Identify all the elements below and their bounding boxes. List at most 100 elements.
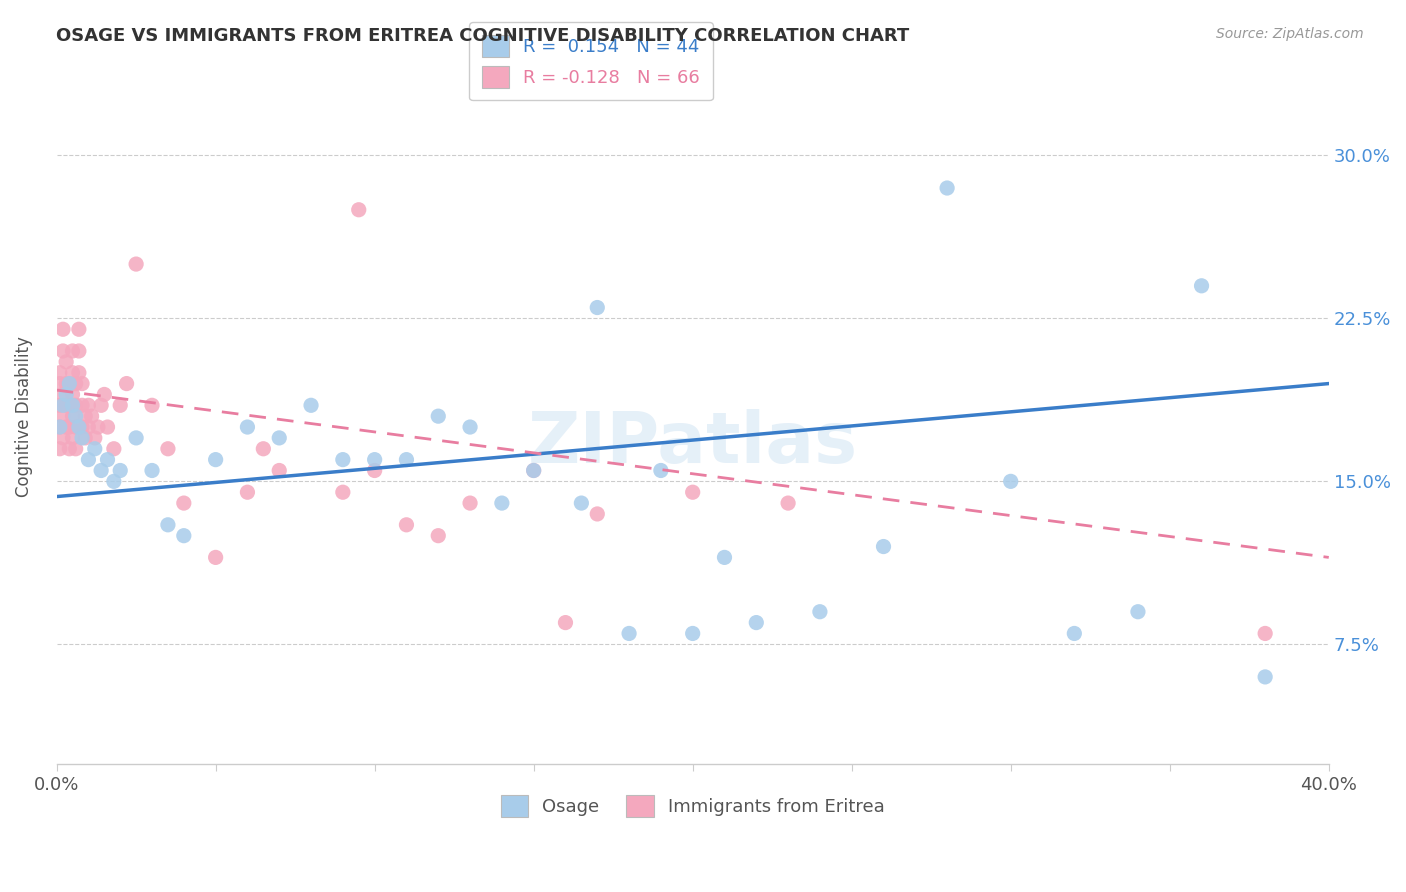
Point (745, 615, 768, 630)
Point (682, 485, 704, 500)
Point (80, 409, 103, 424)
Point (55, 355, 77, 369)
Point (332, 452, 354, 467)
Point (62, 366, 84, 380)
Point (1063, 626, 1085, 640)
Point (49, 420, 72, 434)
Text: OSAGE VS IMMIGRANTS FROM ERITREA COGNITIVE DISABILITY CORRELATION CHART: OSAGE VS IMMIGRANTS FROM ERITREA COGNITI… (56, 27, 910, 45)
Point (1000, 475, 1022, 489)
Point (62, 387, 84, 401)
Point (650, 463, 672, 477)
Point (70, 431, 93, 445)
Point (427, 529, 450, 543)
Point (49, 420, 72, 434)
Point (83, 442, 105, 456)
Point (96, 452, 118, 467)
Point (58, 376, 80, 391)
Point (236, 420, 259, 434)
Point (332, 485, 354, 500)
Point (62, 409, 84, 424)
Point (125, 431, 148, 445)
Point (62, 343, 84, 358)
Point (55, 376, 77, 391)
Point (49, 366, 72, 380)
Point (75, 431, 97, 445)
Point (52, 387, 75, 401)
Point (52, 398, 75, 412)
Point (83, 431, 105, 445)
Point (52, 431, 75, 445)
Point (67, 322, 90, 336)
Point (90, 398, 112, 412)
Point (395, 452, 418, 467)
Point (586, 507, 609, 521)
Point (65, 398, 87, 412)
Point (617, 626, 640, 640)
Point (58, 398, 80, 412)
Point (87, 420, 110, 434)
Point (75, 409, 97, 424)
Legend: Osage, Immigrants from Eritrea: Osage, Immigrants from Eritrea (494, 788, 891, 824)
Point (65, 409, 87, 424)
Point (554, 615, 576, 630)
Point (49, 398, 72, 412)
Point (491, 496, 513, 510)
Point (299, 398, 322, 412)
Point (236, 485, 259, 500)
Point (70, 420, 93, 434)
Point (1126, 605, 1149, 619)
Point (523, 463, 546, 477)
Point (682, 626, 704, 640)
Point (70, 398, 93, 412)
Y-axis label: Cognitive Disability: Cognitive Disability (15, 335, 32, 497)
Point (52, 343, 75, 358)
Point (67, 420, 90, 434)
Point (569, 496, 592, 510)
Point (204, 452, 226, 467)
Point (77, 398, 100, 412)
Point (52, 409, 75, 424)
Point (872, 540, 894, 554)
Point (65, 442, 87, 456)
Point (55, 398, 77, 412)
Point (778, 496, 800, 510)
Point (173, 496, 195, 510)
Point (62, 398, 84, 412)
Point (58, 376, 80, 391)
Point (141, 398, 163, 412)
Point (141, 463, 163, 477)
Point (808, 605, 831, 619)
Point (458, 496, 481, 510)
Point (156, 517, 179, 532)
Point (458, 420, 481, 434)
Point (52, 322, 75, 336)
Point (713, 550, 735, 565)
Point (77, 420, 100, 434)
Point (103, 475, 125, 489)
Point (96, 420, 118, 434)
Point (67, 343, 90, 358)
Point (49, 376, 72, 391)
Point (936, 181, 959, 195)
Point (363, 452, 385, 467)
Point (347, 202, 370, 217)
Text: Source: ZipAtlas.com: Source: ZipAtlas.com (1216, 27, 1364, 41)
Point (55, 387, 77, 401)
Point (1254, 626, 1277, 640)
Point (67, 366, 90, 380)
Point (523, 463, 546, 477)
Point (269, 431, 291, 445)
Point (65, 376, 87, 391)
Point (62, 431, 84, 445)
Point (395, 517, 418, 532)
Point (1254, 670, 1277, 684)
Point (173, 529, 195, 543)
Point (115, 376, 138, 391)
Point (586, 301, 609, 315)
Point (204, 550, 226, 565)
Point (269, 463, 291, 477)
Point (90, 463, 112, 477)
Text: ZIPatlas: ZIPatlas (527, 409, 858, 478)
Point (93, 387, 115, 401)
Point (77, 452, 100, 467)
